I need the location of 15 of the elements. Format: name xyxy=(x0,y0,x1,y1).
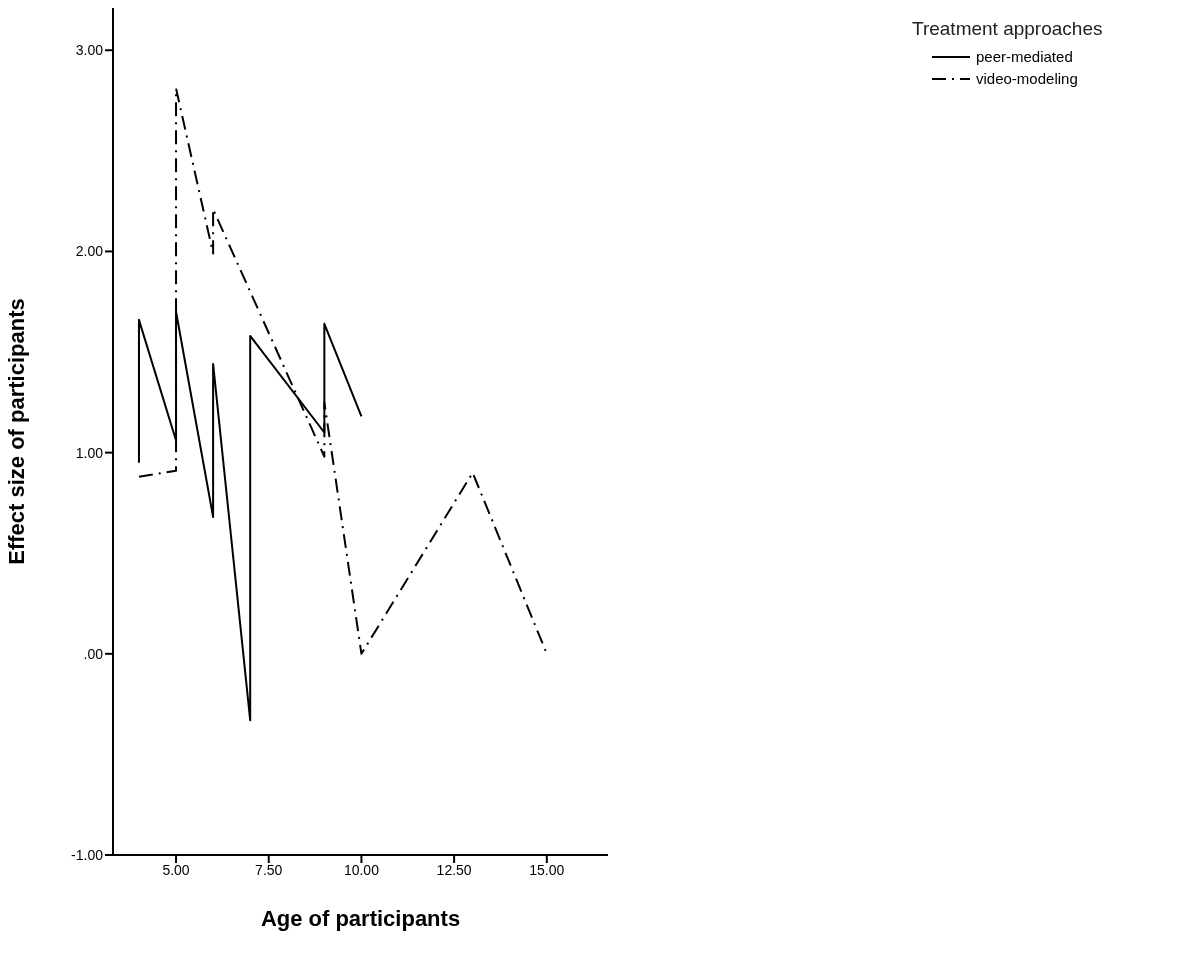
x-tick-label: 7.50 xyxy=(255,861,283,878)
y-tick-label: 2.00 xyxy=(75,243,104,260)
y-tick-label: -1.00 xyxy=(71,846,104,863)
y-tick-label: 1.00 xyxy=(75,444,104,461)
y-tick-label: .00 xyxy=(83,645,104,662)
x-tick-label: 5.00 xyxy=(162,861,190,878)
x-tick-label: 15.00 xyxy=(529,861,565,878)
x-axis-title: Age of participants xyxy=(260,905,461,931)
y-tick-label: 3.00 xyxy=(75,42,104,59)
legend-label: peer-mediated xyxy=(976,47,1073,67)
legend-title: Treatment approaches xyxy=(912,18,1104,40)
x-tick-label: 12.50 xyxy=(436,861,472,878)
y-axis-title: Effect size of participants xyxy=(3,298,29,565)
legend-label: video-modeling xyxy=(976,69,1078,89)
x-tick-label: 10.00 xyxy=(343,861,380,878)
